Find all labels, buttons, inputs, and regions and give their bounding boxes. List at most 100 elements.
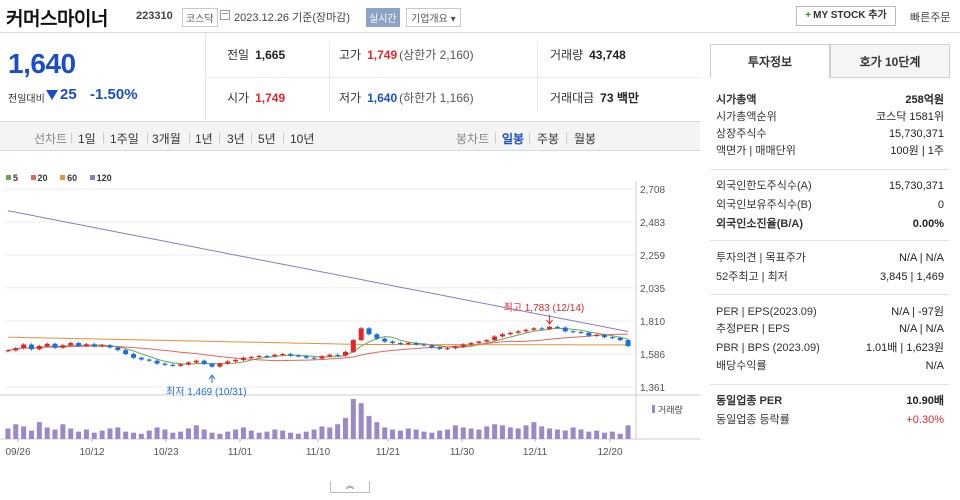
volume-bar — [452, 425, 458, 439]
current-price: 1,640 — [8, 48, 76, 79]
info-row: PER | EPS(2023.09) N/A | -97원 — [716, 304, 944, 321]
info-row-label: 액면가 | 매매단위 — [716, 145, 796, 157]
candle-body — [350, 340, 356, 352]
down-triangle-icon — [46, 90, 58, 100]
tab-hoga-10[interactable]: 호가 10단계 — [830, 44, 950, 78]
volume-bar — [397, 430, 403, 439]
candle-body — [405, 343, 411, 345]
price-chart[interactable]: 5 20 60 120 거래량 최고 1,783 (12/14) 최저 1,469 … — [0, 151, 700, 481]
volume-bar — [107, 428, 113, 439]
info-row: 시가총액순위 코스닥 1581위 — [716, 109, 944, 126]
panel-divider — [710, 240, 950, 241]
candle-body — [452, 346, 458, 349]
candle-monthly[interactable]: 월봉 — [574, 132, 597, 146]
candle-body — [523, 329, 529, 332]
y-tick-label: 1,586 — [640, 350, 665, 361]
add-my-stock-button[interactable]: + MY STOCK 추가 — [796, 6, 896, 26]
toolbar-divider: | — [146, 130, 150, 144]
company-overview-dropdown[interactable]: 기업개요 ▾ — [406, 8, 461, 27]
candle-weekly[interactable]: 주봉 — [537, 132, 560, 146]
x-tick-label: 12/20 — [597, 447, 622, 458]
info-row-value: 3,845 | 1,469 — [879, 271, 944, 283]
candle-body — [5, 350, 11, 352]
open-value: 1,749 — [255, 91, 286, 105]
period-5y[interactable]: 5년 — [258, 132, 276, 146]
candle-body — [91, 344, 97, 347]
market-badge: 코스닥 — [182, 8, 218, 27]
quick-order-link[interactable]: 빠른주문 — [910, 12, 951, 24]
max-price-label: 최고 1,783 (12/14) — [504, 302, 585, 314]
volume-bar — [342, 417, 348, 439]
info-row: 동일업종 등락률 +0.30% — [716, 412, 944, 429]
info-row-value: 100원 | 1주 — [890, 145, 944, 157]
volume-bar — [350, 399, 356, 439]
candle-body — [397, 343, 403, 345]
tab-investment-info[interactable]: 투자정보 — [710, 44, 830, 78]
line-chart-label[interactable]: 선차트 — [34, 132, 68, 146]
y-tick-label: 2,708 — [640, 185, 665, 196]
period-3y[interactable]: 3년 — [227, 132, 245, 146]
legend-swatch — [6, 175, 11, 180]
candle-chart-label[interactable]: 봉차트 — [456, 132, 490, 146]
period-1w[interactable]: 1주일 — [110, 132, 139, 146]
open-price: 시가 1,749 — [227, 77, 285, 120]
candle-body — [507, 332, 513, 335]
candle-body — [107, 345, 113, 348]
period-3m[interactable]: 3개월 — [152, 132, 181, 146]
info-row-label: PBR | BPS (2023.09) — [716, 342, 820, 354]
legend-ma60: 60 — [60, 173, 77, 183]
x-tick-label: 11/01 — [228, 447, 253, 458]
stats-separator — [329, 42, 330, 112]
realtime-button[interactable]: 실시간 — [366, 8, 400, 27]
candle-body — [21, 344, 27, 349]
info-row-label: 외국인소진율(B/A) — [716, 218, 803, 230]
volume-bar — [295, 433, 301, 439]
info-row-label: 시가총액순위 — [716, 111, 777, 123]
candle-body — [240, 357, 246, 360]
volume-bar — [138, 433, 144, 439]
volume-bar — [547, 428, 553, 439]
candle-body — [476, 341, 482, 344]
candle-body — [248, 357, 254, 359]
candle-body — [52, 343, 58, 348]
info-row-value: +0.30% — [906, 414, 944, 426]
volume-bar — [531, 422, 537, 439]
volume-bar — [468, 428, 474, 439]
volume-bar — [492, 424, 498, 439]
volume-bar — [146, 430, 152, 439]
toolbar-divider: | — [250, 130, 254, 144]
period-1y[interactable]: 1년 — [195, 132, 213, 146]
info-row-value: 코스닥 1581위 — [875, 111, 944, 123]
candle-body — [154, 360, 160, 364]
chart-expand-button[interactable]: ︽ — [330, 481, 370, 493]
candle-body — [311, 357, 317, 359]
stats-divider — [207, 77, 700, 78]
candle-daily[interactable]: 일봉 — [502, 132, 525, 146]
volume-bar — [248, 430, 254, 439]
candle-body — [460, 344, 466, 347]
y-tick-label: 1,361 — [640, 383, 665, 394]
volume-bar — [382, 427, 388, 439]
y-tick-label: 2,259 — [640, 251, 665, 262]
candle-body — [44, 343, 50, 346]
candle-body — [178, 364, 184, 366]
candle-body — [225, 361, 231, 364]
volume-bar — [44, 427, 50, 439]
volume-bar — [131, 432, 137, 439]
period-10y[interactable]: 10년 — [290, 132, 315, 146]
candle-body — [421, 344, 427, 346]
candle-body — [539, 328, 545, 330]
candle-body — [578, 332, 584, 334]
upper-limit: (상한가 2,160) — [399, 48, 474, 62]
period-1d[interactable]: 1일 — [78, 132, 96, 146]
candle-body — [170, 364, 176, 366]
toolbar-divider: | — [282, 130, 286, 144]
volume-bar — [60, 424, 66, 439]
company-overview-label: 기업개요 — [411, 14, 448, 25]
volume-bar — [523, 425, 529, 439]
candle-body — [193, 360, 199, 363]
volume-bar — [185, 428, 191, 439]
x-tick-label: 11/10 — [306, 447, 331, 458]
volume-bar — [123, 431, 129, 439]
info-row-label: 동일업종 등락률 — [716, 414, 790, 426]
